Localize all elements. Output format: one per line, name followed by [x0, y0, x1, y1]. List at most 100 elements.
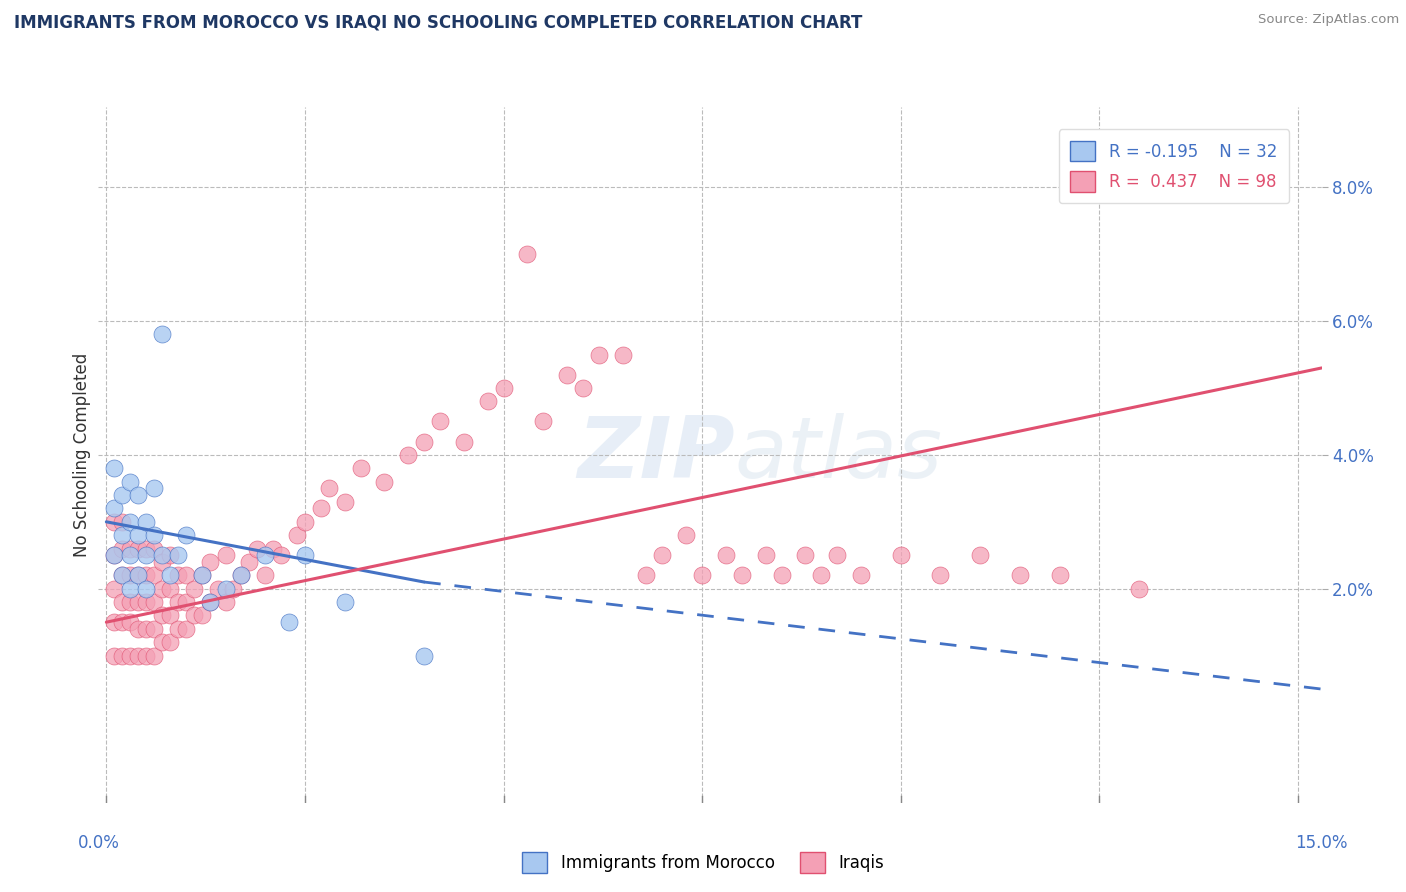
Point: [246, 541, 269, 556]
Text: atlas: atlas: [734, 413, 942, 497]
Point: [183, 608, 205, 623]
Point: [166, 622, 188, 636]
Point: [120, 541, 142, 556]
Point: [214, 582, 236, 596]
Point: [159, 568, 181, 582]
Point: [651, 548, 673, 563]
Point: [111, 595, 134, 609]
Point: [190, 568, 212, 582]
Point: [531, 414, 554, 429]
Text: 0.0%: 0.0%: [77, 834, 120, 852]
Point: [166, 548, 188, 563]
Point: [825, 548, 848, 563]
Legend: Immigrants from Morocco, Iraqis: Immigrants from Morocco, Iraqis: [516, 846, 890, 880]
Legend: R = -0.195    N = 32, R =  0.437    N = 98: R = -0.195 N = 32, R = 0.437 N = 98: [1059, 129, 1289, 203]
Point: [262, 541, 284, 556]
Point: [120, 548, 142, 563]
Point: [135, 622, 157, 636]
Point: [309, 501, 332, 516]
Point: [278, 615, 301, 630]
Point: [120, 648, 142, 663]
Point: [103, 648, 125, 663]
Point: [150, 635, 173, 649]
Point: [143, 482, 166, 496]
Point: [198, 595, 221, 609]
Point: [143, 541, 166, 556]
Point: [1128, 582, 1150, 596]
Point: [1008, 568, 1031, 582]
Point: [159, 548, 181, 563]
Point: [135, 648, 157, 663]
Point: [135, 582, 157, 596]
Point: [190, 608, 212, 623]
Point: [612, 348, 634, 362]
Point: [111, 568, 134, 582]
Point: [135, 568, 157, 582]
Point: [214, 595, 236, 609]
Point: [143, 568, 166, 582]
Point: [555, 368, 578, 382]
Point: [333, 494, 356, 508]
Point: [143, 528, 166, 542]
Point: [150, 608, 173, 623]
Point: [731, 568, 754, 582]
Point: [111, 568, 134, 582]
Point: [1049, 568, 1071, 582]
Point: [120, 595, 142, 609]
Point: [120, 582, 142, 596]
Point: [396, 448, 419, 462]
Point: [159, 608, 181, 623]
Point: [373, 475, 395, 489]
Point: [143, 595, 166, 609]
Point: [120, 475, 142, 489]
Point: [166, 568, 188, 582]
Point: [929, 568, 952, 582]
Point: [111, 615, 134, 630]
Point: [294, 515, 316, 529]
Point: [477, 394, 499, 409]
Point: [755, 548, 778, 563]
Point: [588, 348, 610, 362]
Point: [120, 615, 142, 630]
Point: [143, 622, 166, 636]
Text: IMMIGRANTS FROM MOROCCO VS IRAQI NO SCHOOLING COMPLETED CORRELATION CHART: IMMIGRANTS FROM MOROCCO VS IRAQI NO SCHO…: [14, 13, 862, 31]
Point: [174, 595, 197, 609]
Point: [318, 482, 340, 496]
Point: [969, 548, 991, 563]
Point: [111, 541, 134, 556]
Point: [103, 548, 125, 563]
Point: [254, 548, 277, 563]
Point: [207, 582, 229, 596]
Point: [135, 548, 157, 563]
Point: [150, 327, 173, 342]
Point: [516, 247, 538, 261]
Point: [294, 548, 316, 563]
Point: [492, 381, 515, 395]
Point: [127, 528, 149, 542]
Point: [159, 635, 181, 649]
Point: [174, 528, 197, 542]
Point: [714, 548, 737, 563]
Point: [103, 582, 125, 596]
Point: [150, 548, 173, 563]
Point: [111, 488, 134, 502]
Point: [135, 541, 157, 556]
Point: [636, 568, 658, 582]
Text: ZIP: ZIP: [576, 413, 734, 497]
Point: [690, 568, 713, 582]
Point: [675, 528, 697, 542]
Point: [222, 582, 245, 596]
Point: [127, 541, 149, 556]
Point: [349, 461, 371, 475]
Point: [111, 648, 134, 663]
Point: [111, 528, 134, 542]
Point: [285, 528, 308, 542]
Point: [231, 568, 253, 582]
Point: [103, 461, 125, 475]
Point: [103, 548, 125, 563]
Point: [127, 595, 149, 609]
Point: [413, 648, 436, 663]
Point: [231, 568, 253, 582]
Point: [127, 488, 149, 502]
Point: [135, 515, 157, 529]
